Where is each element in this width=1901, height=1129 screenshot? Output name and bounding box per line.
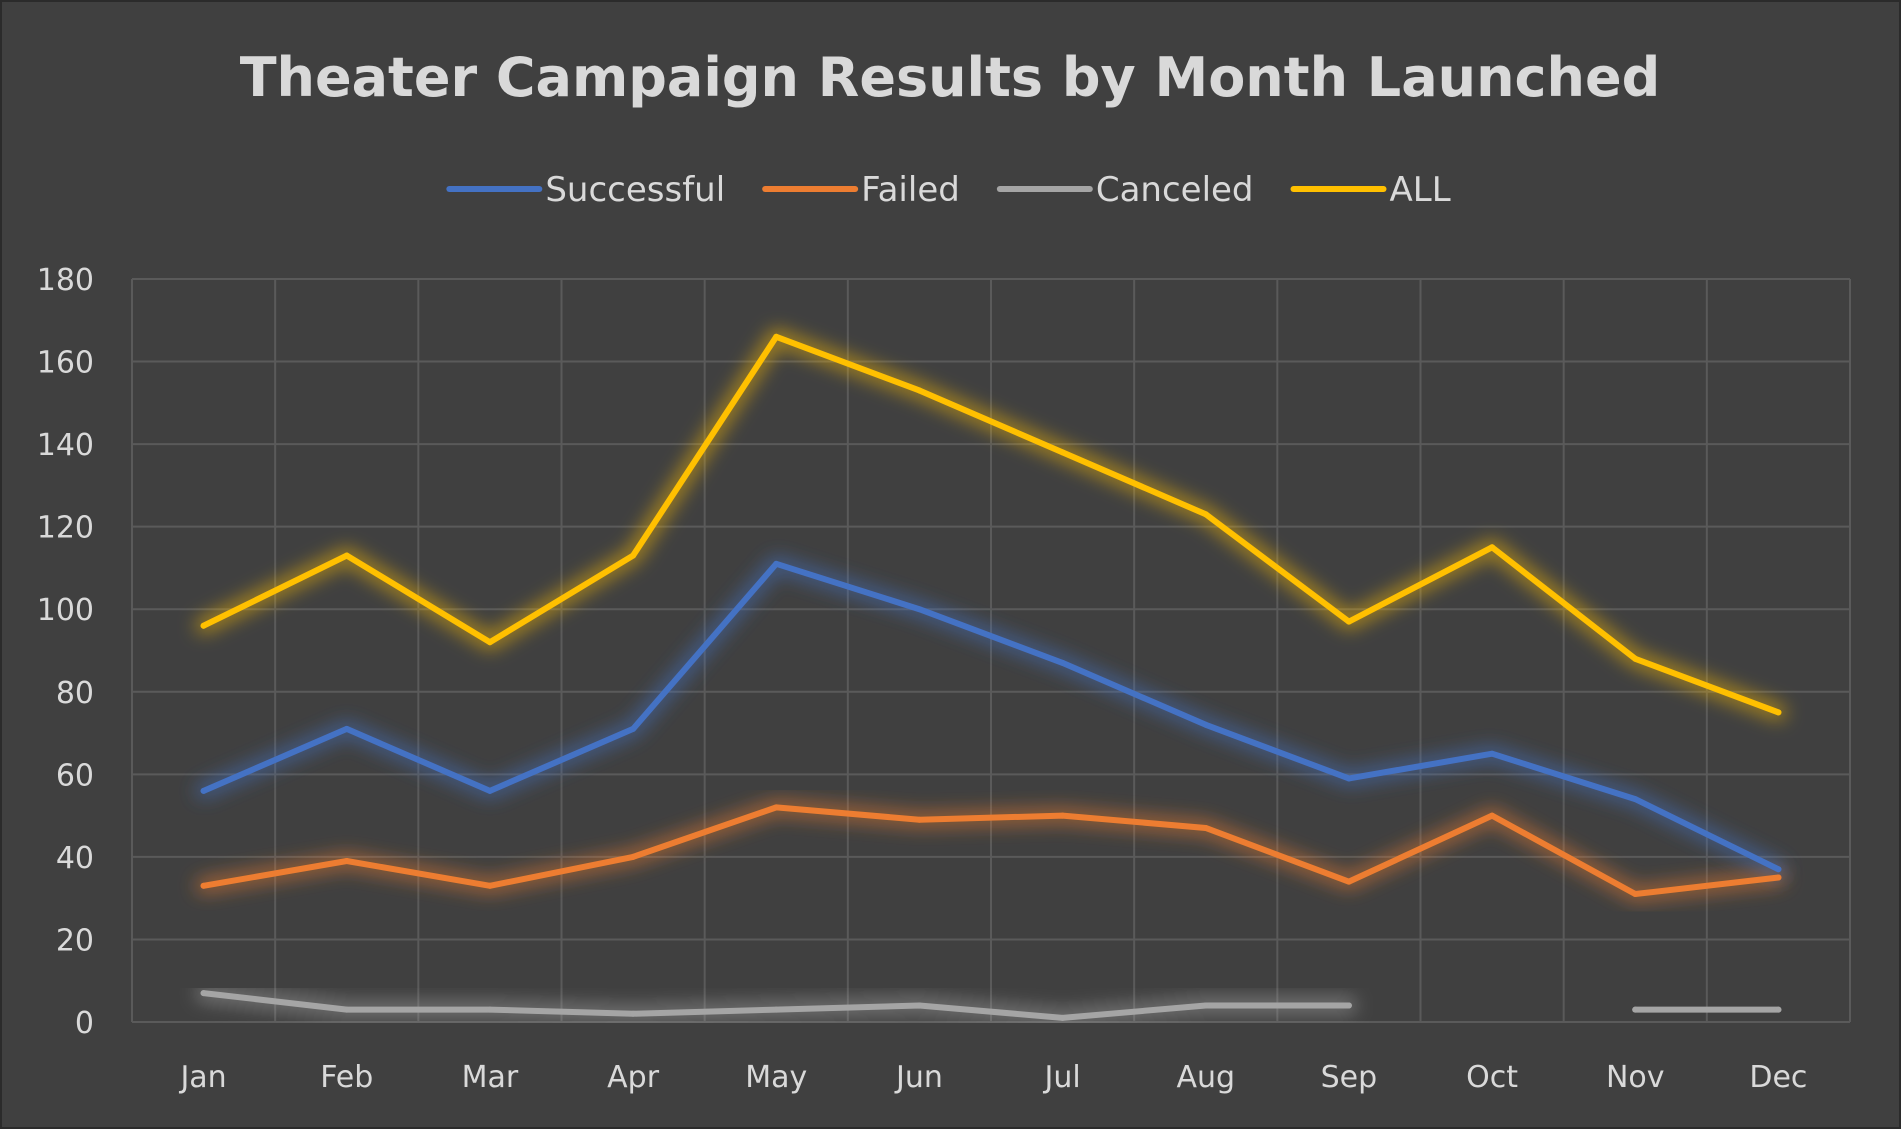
data-point-failed <box>1059 812 1066 819</box>
chart-grid <box>131 278 1851 1023</box>
x-axis-ticks: Jan Feb Mar Apr May Jun Jul Aug Sep Oct Nov Dec <box>178 1060 1807 1095</box>
x-tick-label: Sep <box>1321 1060 1378 1095</box>
legend-label: Successful <box>545 170 725 210</box>
series-lines-layer <box>200 333 1782 1021</box>
y-tick-label: 160 <box>37 346 94 381</box>
x-tick-label: Dec <box>1749 1060 1807 1095</box>
x-tick-label: Jan <box>178 1060 226 1095</box>
data-point-failed <box>486 882 493 889</box>
data-point-all <box>1775 709 1782 716</box>
chart-title: Theater Campaign Results by Month Launch… <box>240 46 1661 109</box>
x-tick-label: Jun <box>894 1060 943 1095</box>
data-point-all <box>486 639 493 646</box>
data-point-canceled <box>1775 1006 1782 1013</box>
data-point-failed <box>1489 812 1496 819</box>
data-point-all <box>1202 511 1209 518</box>
data-point-successful <box>1775 866 1782 873</box>
x-tick-label: Jul <box>1042 1060 1080 1095</box>
data-point-successful <box>1489 750 1496 757</box>
data-point-canceled <box>343 1006 350 1013</box>
x-tick-label: Feb <box>320 1060 373 1095</box>
data-point-all <box>1059 449 1066 456</box>
data-point-all <box>200 622 207 629</box>
data-point-all <box>630 552 637 559</box>
data-point-successful <box>1059 659 1066 666</box>
series-line-successful <box>200 560 1782 873</box>
data-point-all <box>1489 544 1496 551</box>
x-tick-label: Nov <box>1606 1060 1665 1095</box>
data-point-failed <box>773 804 780 811</box>
data-point-canceled <box>486 1006 493 1013</box>
series-line-failed <box>200 804 1782 898</box>
data-point-failed <box>916 816 923 823</box>
series-line-all <box>200 333 1782 716</box>
y-tick-label: 140 <box>37 428 94 463</box>
y-tick-label: 120 <box>37 511 94 546</box>
x-tick-label: Oct <box>1466 1060 1518 1095</box>
data-point-failed <box>1775 874 1782 881</box>
chart-legend: Successful Failed Canceled ALL <box>446 170 1451 210</box>
data-point-successful <box>486 787 493 794</box>
data-point-successful <box>200 787 207 794</box>
data-point-canceled <box>1345 1002 1352 1009</box>
data-point-failed <box>630 853 637 860</box>
data-point-successful <box>343 725 350 732</box>
x-tick-label: Mar <box>462 1060 519 1095</box>
y-tick-label: 0 <box>75 1006 94 1041</box>
data-point-successful <box>1632 796 1639 803</box>
data-point-failed <box>343 858 350 865</box>
data-point-all <box>916 387 923 394</box>
data-point-canceled <box>916 1002 923 1009</box>
y-tick-label: 20 <box>56 923 94 958</box>
data-point-failed <box>1345 878 1352 885</box>
data-point-all <box>1632 655 1639 662</box>
y-tick-label: 180 <box>37 263 94 298</box>
data-point-successful <box>630 725 637 732</box>
data-point-successful <box>916 606 923 613</box>
legend-label: ALL <box>1390 170 1451 210</box>
data-point-canceled <box>630 1010 637 1017</box>
y-tick-label: 40 <box>56 841 94 876</box>
x-tick-label: May <box>745 1060 807 1095</box>
x-tick-label: Aug <box>1176 1060 1235 1095</box>
y-tick-label: 60 <box>56 758 94 793</box>
legend-label: Canceled <box>1096 170 1254 210</box>
data-point-canceled <box>1202 1002 1209 1009</box>
data-point-failed <box>200 882 207 889</box>
legend-label: Failed <box>861 170 960 210</box>
data-point-canceled <box>1059 1014 1066 1021</box>
data-point-failed <box>1632 891 1639 898</box>
data-point-all <box>1345 618 1352 625</box>
data-point-canceled <box>200 990 207 997</box>
y-axis-ticks: 0 20 40 60 80 100 120 140 160 180 <box>37 263 94 1041</box>
data-point-all <box>343 552 350 559</box>
data-point-all <box>773 333 780 340</box>
data-point-successful <box>1345 775 1352 782</box>
data-point-canceled <box>1632 1006 1639 1013</box>
data-point-canceled <box>773 1006 780 1013</box>
data-point-failed <box>1202 824 1209 831</box>
x-tick-label: Apr <box>607 1060 660 1095</box>
data-point-successful <box>1202 721 1209 728</box>
y-tick-label: 100 <box>37 593 94 628</box>
data-point-successful <box>773 560 780 567</box>
y-tick-label: 80 <box>56 676 94 711</box>
